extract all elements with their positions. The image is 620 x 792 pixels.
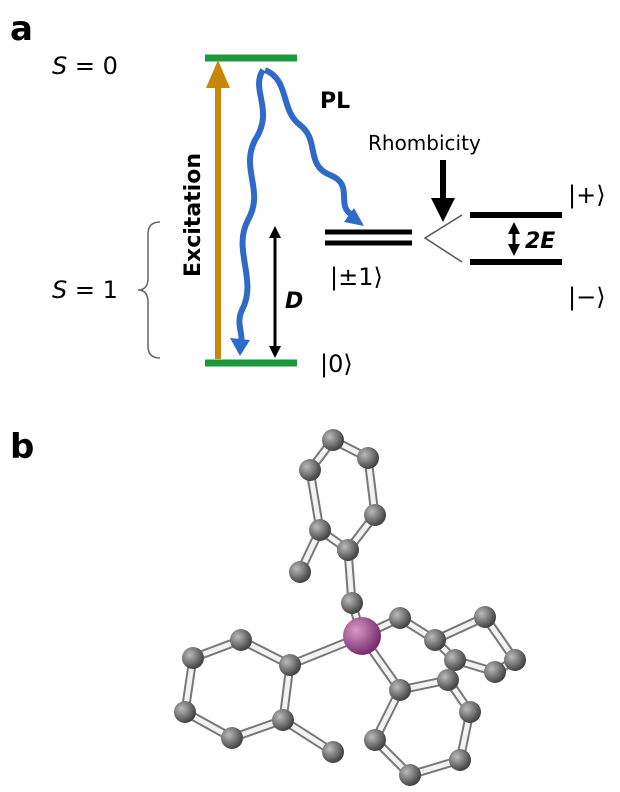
atom — [484, 661, 506, 683]
atom — [272, 709, 294, 731]
spin-label: S = 0 — [52, 52, 118, 80]
atom — [182, 647, 204, 669]
excitation-label: Excitation — [181, 153, 206, 277]
atom — [279, 654, 301, 676]
atom — [322, 429, 344, 451]
rhombicity-label: Rhombicity — [368, 131, 481, 155]
atom — [504, 649, 526, 671]
state-label: |+⟩ — [568, 181, 606, 209]
atom — [174, 701, 196, 723]
excitation-arrowhead — [206, 60, 230, 88]
atom — [357, 447, 379, 469]
spin-label: S = 1 — [52, 276, 118, 304]
atom — [230, 629, 252, 651]
panel-label: a — [10, 9, 33, 49]
state-label: |±1⟩ — [330, 263, 383, 291]
atom — [389, 607, 411, 629]
molecule — [174, 429, 526, 786]
e-label: 2E — [525, 229, 555, 254]
atom — [364, 504, 386, 526]
atom — [289, 561, 311, 583]
splitting-lines — [425, 215, 462, 262]
atom — [364, 729, 386, 751]
atom — [437, 669, 459, 691]
atom — [337, 539, 359, 561]
atom — [449, 749, 471, 771]
rhombicity-arrowhead — [431, 198, 455, 222]
atom — [299, 459, 321, 481]
metal-atom — [343, 617, 381, 655]
atom — [474, 606, 496, 628]
state-label: |−⟩ — [568, 283, 606, 311]
atom — [322, 741, 344, 763]
state-label: |0⟩ — [320, 350, 353, 378]
panel-label: b — [10, 427, 34, 467]
figure: a S = 0 S = 1 Excitation PL D |±1⟩ |0⟩ R… — [0, 0, 620, 792]
atom — [389, 679, 411, 701]
atom — [399, 764, 421, 786]
brace — [138, 222, 160, 358]
d-label: D — [285, 289, 303, 314]
atom — [424, 629, 446, 651]
decay-arrowhead — [230, 338, 250, 356]
atom — [459, 701, 481, 723]
atom — [221, 727, 243, 749]
atom — [341, 592, 363, 614]
atom — [444, 649, 466, 671]
atom — [309, 519, 331, 541]
pl-label: PL — [320, 89, 350, 114]
decay-arrow — [239, 70, 263, 345]
